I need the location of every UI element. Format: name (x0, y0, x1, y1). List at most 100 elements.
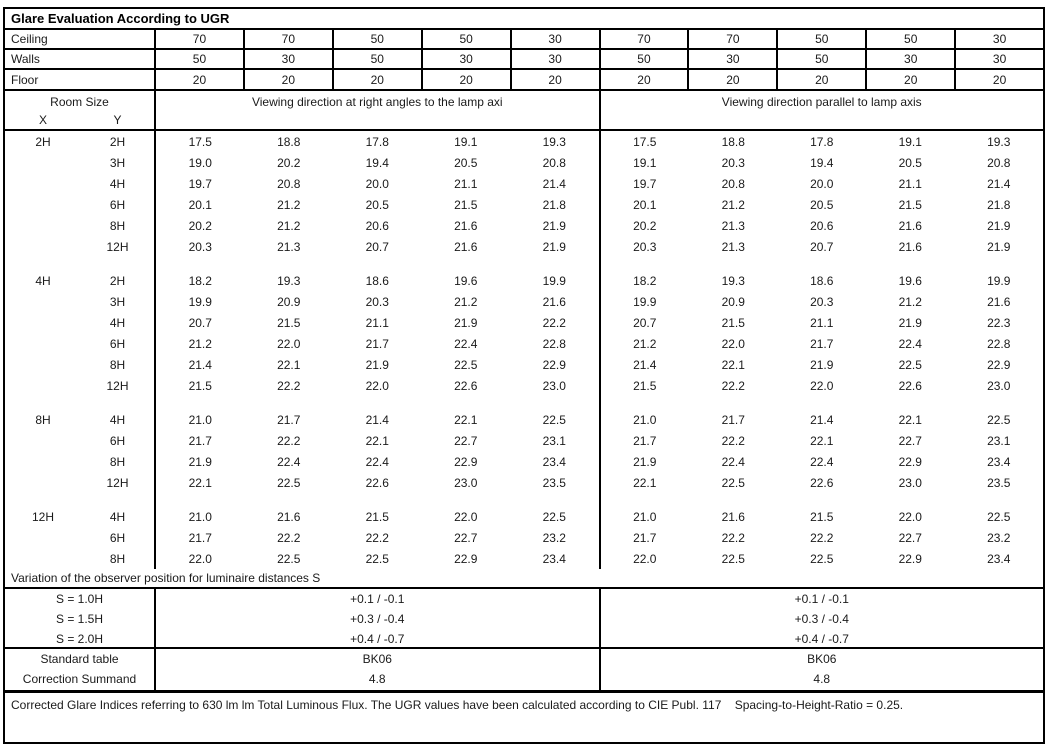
ugr-row-parallel: 20.7 21.5 21.1 21.9 22.3 (601, 312, 1044, 333)
ugr-value-cell: 23.1 (542, 433, 566, 448)
ugr-value-cell: 23.5 (542, 475, 566, 490)
ugr-value-cell: 20.3 (810, 294, 834, 309)
ugr-value-cell: 21.8 (987, 197, 1011, 212)
ugr-value-cell: 22.9 (898, 551, 922, 566)
room-size-row: 3H (5, 152, 154, 173)
ugr-value-cell: 20.8 (721, 176, 745, 191)
ugr-value-cell: 21.9 (633, 454, 657, 469)
ugr-value-cell: 21.9 (810, 357, 834, 372)
ugr-row-parallel: 19.7 20.8 20.0 21.1 21.4 (601, 173, 1044, 194)
ugr-row-right-angles: 21.9 22.4 22.4 22.9 23.4 (156, 451, 599, 472)
ugr-value-cell: 22.0 (277, 336, 301, 351)
room-size-row: 6H (5, 194, 154, 215)
ugr-value-cell: 22.1 (633, 475, 657, 490)
room-y-cell: 8H (109, 218, 126, 233)
ugr-value-cell: 22.4 (277, 454, 301, 469)
surface-value-cell: 30 (867, 50, 957, 68)
ugr-value-cell: 20.0 (810, 176, 834, 191)
ugr-value-cell: 22.1 (721, 357, 745, 372)
ugr-value-cell: 21.6 (721, 509, 745, 524)
ugr-value-cell: 22.6 (898, 378, 922, 393)
summary-label: Correction Summand (22, 672, 137, 686)
ugr-value-cell: 17.5 (188, 134, 212, 149)
ugr-value-cell: 22.5 (898, 357, 922, 372)
room-size-row: 6H (5, 527, 154, 548)
ugr-value-cell: 17.8 (810, 134, 834, 149)
ugr-value-cell: 20.1 (188, 197, 212, 212)
room-y-cell: 2H (109, 273, 126, 288)
ugr-value-cell: 22.2 (277, 530, 301, 545)
ugr-value-cell: 21.4 (987, 176, 1011, 191)
ugr-value-cell: 19.7 (633, 176, 657, 191)
observer-variation-block: S = 1.0H S = 1.5H S = 2.0H +0.1 / -0.1 +0.3… (5, 589, 1043, 649)
ugr-value-cell: 22.4 (898, 336, 922, 351)
ugr-value-cell: 20.8 (542, 155, 566, 170)
ugr-value-cell: 22.5 (810, 551, 834, 566)
group-spacer (5, 493, 154, 506)
ugr-value-cell: 22.9 (454, 454, 478, 469)
ugr-value-cell: 20.3 (633, 239, 657, 254)
surface-reflectance-rows: Ceiling 70 70 50 50 30 70 70 50 50 30 Walls 50 30 50 30… (5, 30, 1043, 91)
ugr-value-cell: 18.6 (810, 273, 834, 288)
summary-value: 4.8 (368, 672, 386, 686)
ugr-value-cell: 20.3 (188, 239, 212, 254)
ugr-value-cell: 21.1 (365, 315, 389, 330)
ugr-value-cell: 22.5 (277, 551, 301, 566)
room-size-row: 4H 2H (5, 270, 154, 291)
ugr-value-cell: 19.6 (454, 273, 478, 288)
room-size-header: Room Size X Y (5, 91, 156, 129)
ugr-value-cell: 23.0 (898, 475, 922, 490)
ugr-value-cell: 22.5 (987, 412, 1011, 427)
ugr-row-parallel: 21.5 22.2 22.0 22.6 23.0 (601, 375, 1044, 396)
ugr-value-cell: 21.5 (188, 378, 212, 393)
ugr-value-cell: 19.3 (721, 273, 745, 288)
ugr-value-cell: 22.5 (721, 475, 745, 490)
ugr-value-cell: 21.2 (277, 218, 301, 233)
ugr-value-cell: 19.9 (188, 294, 212, 309)
ugr-value-cell: 21.4 (810, 412, 834, 427)
group-spacer (5, 257, 154, 270)
ugr-value-cell: 22.1 (454, 412, 478, 427)
ugr-value-cell: 21.1 (454, 176, 478, 191)
ugr-value-cell: 21.4 (365, 412, 389, 427)
surface-value-cell: 30 (992, 52, 1007, 66)
ugr-row-parallel: 20.1 21.2 20.5 21.5 21.8 (601, 194, 1044, 215)
surface-value-cell: 50 (778, 30, 868, 48)
room-y-cell: 4H (109, 176, 126, 191)
ugr-value-cell: 21.2 (188, 336, 212, 351)
room-x-cell: 8H (35, 412, 51, 427)
ugr-value-cell: 19.1 (633, 155, 657, 170)
ugr-value-cell: 21.2 (898, 294, 922, 309)
ugr-value-cell: 22.0 (633, 551, 657, 566)
summary-value: BK06 (362, 652, 392, 666)
room-y-cell: 8H (109, 357, 126, 372)
surface-value-cell: 30 (423, 50, 512, 68)
ugr-value-cell: 21.7 (277, 412, 301, 427)
room-size-row: 3H (5, 291, 154, 312)
surface-value-cell: 20 (245, 70, 334, 89)
surface-value-cell: 50 (334, 30, 423, 48)
surface-row: Floor 20 20 20 20 20 20 20 20 20 20 (5, 70, 1043, 91)
room-y-cell: 4H (109, 412, 126, 427)
surface-value-cell: 30 (992, 32, 1007, 46)
room-y-cell: 8H (109, 551, 126, 566)
ugr-value-cell: 22.5 (454, 357, 478, 372)
ugr-value-cell: 21.5 (633, 378, 657, 393)
summary-value: BK06 (807, 652, 837, 666)
summary-label: Standard table (40, 652, 119, 666)
ugr-row-right-angles: 21.4 22.1 21.9 22.5 22.9 (156, 354, 599, 375)
ugr-value-cell: 21.9 (987, 218, 1011, 233)
ugr-value-cell: 19.1 (898, 134, 922, 149)
y-axis-label: Y (113, 113, 122, 127)
ugr-value-cell: 21.7 (633, 530, 657, 545)
ugr-row-parallel: 19.9 20.9 20.3 21.2 21.6 (601, 291, 1044, 312)
ugr-value-cell: 22.2 (721, 530, 745, 545)
ugr-value-cell: 22.4 (721, 454, 745, 469)
ugr-row-parallel: 21.0 21.6 21.5 22.0 22.5 (601, 506, 1044, 527)
ugr-value-cell: 19.9 (542, 273, 566, 288)
summary-values-left: BK06 4.8 (156, 649, 601, 690)
s-variation-value: +0.4 / -0.7 (350, 632, 405, 646)
room-y-cell: 6H (109, 197, 126, 212)
group-spacer (601, 493, 1044, 506)
ugr-row-right-angles: 19.9 20.9 20.3 21.2 21.6 (156, 291, 599, 312)
